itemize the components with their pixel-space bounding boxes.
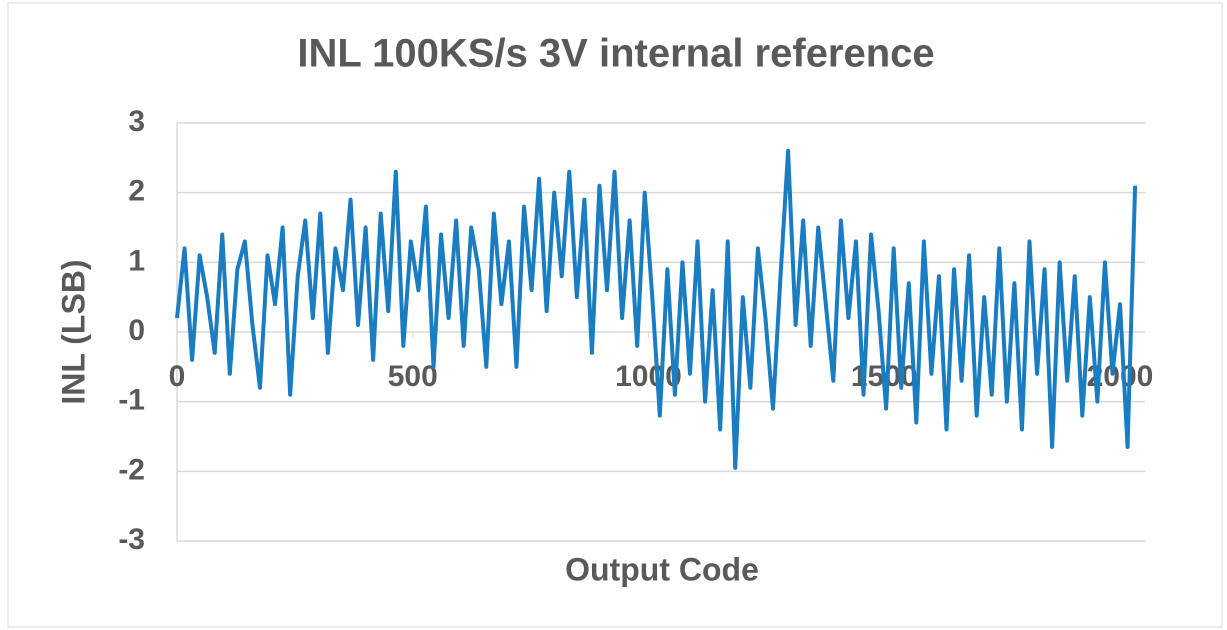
x-tick-label: 0 [169, 360, 186, 393]
y-tick-label: 0 [128, 314, 145, 347]
y-tick-label: 3 [128, 105, 145, 138]
x-tick-label: 500 [388, 360, 438, 393]
y-tick-label: -2 [118, 453, 145, 486]
y-tick-label: 1 [128, 244, 145, 277]
x-axis-label: Output Code [565, 551, 759, 587]
chart-title: INL 100KS/s 3V internal reference [297, 32, 934, 76]
x-tick-label: 1000 [615, 360, 682, 393]
data-line [175, 148, 1138, 470]
y-tick-label: -3 [118, 523, 145, 556]
y-tick-label: -1 [118, 384, 145, 417]
y-tick-label: 2 [128, 175, 145, 208]
y-axis-label: INL (LSB) [55, 259, 91, 404]
